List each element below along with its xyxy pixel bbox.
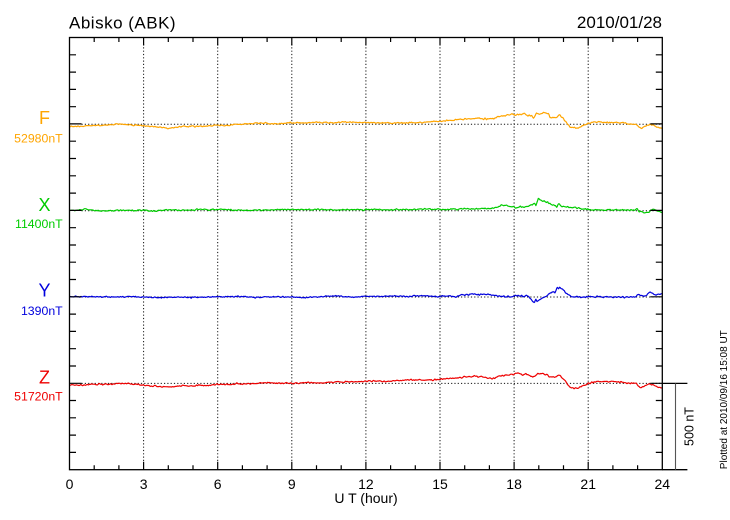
svg-text:1390nT: 1390nT [21, 304, 63, 318]
svg-text:Abisko (ABK): Abisko (ABK) [69, 14, 176, 33]
svg-text:500 nT: 500 nT [683, 407, 697, 446]
svg-text:52980nT: 52980nT [14, 131, 63, 145]
svg-text:15: 15 [432, 476, 448, 492]
svg-text:F: F [39, 108, 50, 128]
svg-text:Z: Z [39, 368, 50, 388]
svg-text:11400nT: 11400nT [15, 217, 63, 231]
svg-text:Plotted at 2010/09/16 15:08 UT: Plotted at 2010/09/16 15:08 UT [719, 330, 730, 469]
svg-text:U T (hour): U T (hour) [334, 490, 397, 506]
svg-text:Y: Y [38, 281, 50, 301]
svg-text:18: 18 [506, 476, 522, 492]
svg-text:21: 21 [580, 476, 596, 492]
svg-text:24: 24 [655, 476, 671, 492]
svg-text:X: X [38, 195, 50, 215]
svg-text:9: 9 [288, 476, 296, 492]
svg-text:6: 6 [214, 476, 222, 492]
svg-text:0: 0 [66, 476, 74, 492]
svg-text:51720nT: 51720nT [14, 390, 63, 404]
svg-text:3: 3 [140, 476, 148, 492]
svg-text:12: 12 [358, 476, 374, 492]
svg-text:2010/01/28: 2010/01/28 [577, 13, 662, 32]
